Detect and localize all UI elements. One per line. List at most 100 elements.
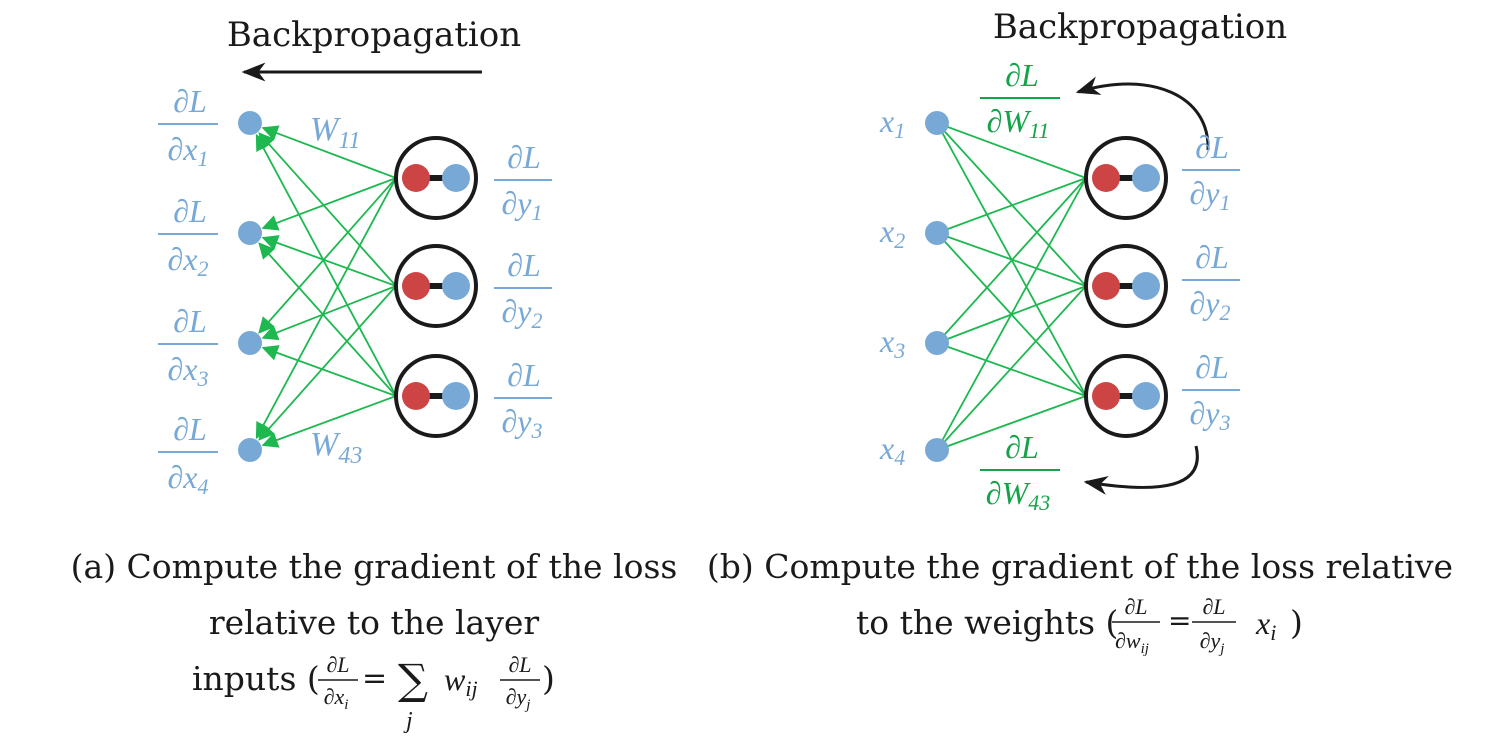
panel-b-caption-line1: (b) Compute the gradient of the loss rel… [707,547,1453,586]
panel-a-caption-line1: (a) Compute the gradient of the loss [71,547,678,586]
panel-b-edge-3-1 [936,177,1087,344]
panel-b-input-label-3: x3 [879,323,905,363]
panel-b-edge-1-2 [936,122,1087,287]
panel-a-edge-3-3 [261,345,397,397]
panel-a-edge-4-2 [258,285,397,441]
panel-a-output-grad-3: ∂L ∂y3 [494,357,552,443]
panel-b-caption-line2: to the weights ( ∂L ∂wij = ∂L ∂yj xi ) [856,594,1303,657]
panel-b-edges [936,122,1087,451]
svg-text:∂W11: ∂W11 [987,103,1050,143]
panel-a-input-node-2 [238,221,262,245]
panel-a-edge-4-1 [255,177,397,440]
panel-a-input-grad-1: ∂L ∂x1 [158,83,218,171]
panel-a-edges [255,125,397,448]
svg-text:∂x4: ∂x4 [167,459,208,499]
svg-text:=: = [1168,604,1191,637]
svg-text:∂x3: ∂x3 [167,351,208,391]
panel-b-edge-3-3 [936,342,1087,397]
panel-b-edge-4-2 [936,285,1087,451]
svg-text:∑: ∑ [398,655,428,704]
svg-text:∂y1: ∂y1 [1189,175,1230,215]
svg-text:∂L: ∂L [1202,594,1225,619]
panel-a-edge-2-1 [261,177,397,231]
svg-text:=: = [362,661,387,696]
panel-b-input-node-2 [925,221,949,245]
panel-a-weight-bottom-label: W43 [310,426,362,469]
panel-a: Backpropagation ∂L [71,15,678,734]
panel-b-input-node-1 [925,111,949,135]
svg-text:∂L: ∂L [1124,594,1147,619]
svg-text:∂L: ∂L [507,357,541,393]
panel-b-input-label-1: x1 [879,103,905,143]
panel-b-output-grad-2: ∂L ∂y2 [1182,239,1240,325]
panel-a-input-grad-2: ∂L ∂x2 [158,193,218,281]
svg-text:∂L: ∂L [507,247,541,283]
panel-b-title: Backpropagation [993,7,1287,47]
panel-b-input-label-4: x4 [879,430,905,470]
svg-text:∂L: ∂L [1005,429,1039,465]
svg-text:xi: xi [1255,605,1276,645]
panel-b-neuron-2 [1084,244,1168,328]
panel-a-edge-2-2 [261,235,397,287]
panel-a-edge-1-3 [255,133,397,397]
svg-text:∂L: ∂L [1005,57,1039,93]
svg-text:∂y3: ∂y3 [1189,395,1230,435]
panel-a-neuron-1 [394,136,478,220]
panel-b-edge-2-1 [936,177,1087,234]
panel-a-edge-3-1 [258,177,397,334]
panel-b-neuron-3 [1084,354,1168,438]
svg-text:j: j [403,708,413,734]
svg-text:∂L: ∂L [173,411,207,447]
panel-a-title: Backpropagation [227,15,521,55]
panel-b-input-label-2: x2 [879,213,905,253]
svg-text:∂y3: ∂y3 [501,403,542,443]
panel-a-edge-4-3 [261,395,397,448]
panel-a-input-node-4 [238,438,262,462]
svg-text:∂L: ∂L [1195,349,1229,385]
svg-text:∂y1: ∂y1 [501,185,542,225]
svg-text:∂L: ∂L [173,83,207,119]
panel-a-output-grad-2: ∂L ∂y2 [494,247,552,333]
panel-a-neuron-2 [394,244,478,328]
svg-text:∂yj: ∂yj [1200,628,1225,657]
panel-b-output-grad-3: ∂L ∂y3 [1182,349,1240,435]
svg-text:∂L: ∂L [1195,129,1229,165]
panel-a-input-node-3 [238,331,262,355]
panel-b-edge-1-1 [936,122,1087,179]
panel-b-weight-grad-top: ∂L ∂W11 [980,57,1060,143]
panel-a-edge-1-2 [258,132,397,287]
svg-text:∂x1: ∂x1 [167,131,208,171]
panel-b-output-grad-1: ∂L ∂y1 [1182,129,1240,215]
svg-text:∂L: ∂L [326,652,349,677]
panel-b: Backpropagation x1 x2 x3 x4 [707,7,1453,657]
svg-text:): ) [1290,603,1303,642]
svg-text:∂wij: ∂wij [1115,628,1149,657]
panel-b-neuron-1 [1084,136,1168,220]
panel-a-edge-1-1 [261,125,397,179]
panel-a-caption-line3: inputs ( ∂L ∂xi = ∑ j wij ∂L ∂yj ) [192,652,555,734]
panel-a-input-grad-3: ∂L ∂x3 [158,303,218,391]
svg-text:∂L: ∂L [173,303,207,339]
svg-text:∂L: ∂L [173,193,207,229]
svg-text:∂yj: ∂yj [506,684,531,713]
panel-b-edge-4-1 [936,177,1087,451]
svg-text:∂L: ∂L [1195,239,1229,275]
panel-a-edge-3-2 [261,285,397,341]
panel-a-caption-line2: relative to the layer [209,603,540,642]
svg-text:∂W43: ∂W43 [986,475,1050,515]
svg-text:): ) [542,659,555,698]
panel-b-input-node-3 [925,331,949,355]
panel-a-neuron-3 [394,354,478,438]
svg-text:∂x2: ∂x2 [167,241,208,281]
panel-b-edge-4-3 [936,395,1087,451]
svg-text:∂xi: ∂xi [324,684,349,713]
svg-text:∂y2: ∂y2 [1189,285,1230,325]
svg-text:∂L: ∂L [507,139,541,175]
svg-text:inputs (: inputs ( [192,659,320,698]
svg-text:∂y2: ∂y2 [501,293,542,333]
panel-b-input-node-4 [925,438,949,462]
panel-b-weight-grad-bottom: ∂L ∂W43 [980,429,1060,515]
svg-text:wij: wij [444,661,478,701]
panel-a-weight-top-label: W11 [310,111,361,154]
